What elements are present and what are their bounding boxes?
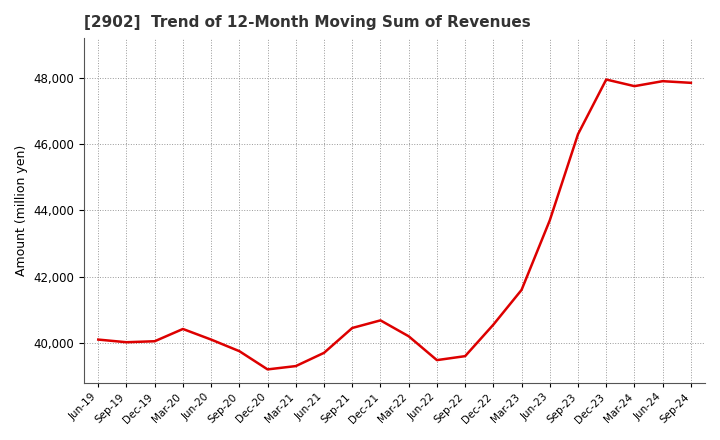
Text: [2902]  Trend of 12-Month Moving Sum of Revenues: [2902] Trend of 12-Month Moving Sum of R… (84, 15, 531, 30)
Y-axis label: Amount (million yen): Amount (million yen) (15, 145, 28, 276)
